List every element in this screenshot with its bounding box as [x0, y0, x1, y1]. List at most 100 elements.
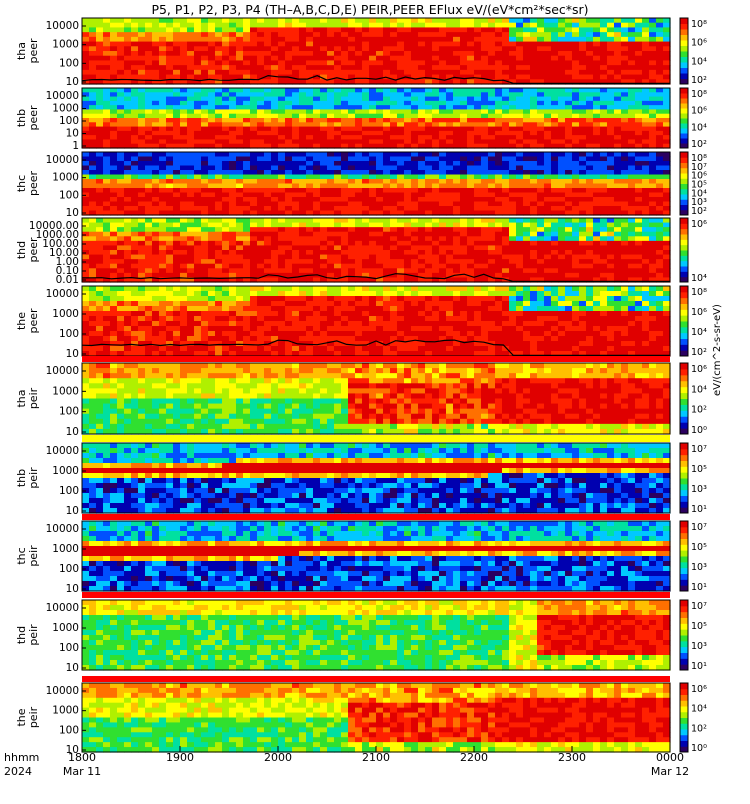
heatmap-cell [138, 157, 146, 162]
heatmap-cell [110, 301, 118, 307]
heatmap-cell [635, 245, 643, 250]
heatmap-cell [474, 70, 482, 75]
heatmap-cell [404, 135, 412, 140]
heatmap-cell [131, 27, 139, 32]
heatmap-cell [362, 27, 370, 32]
heatmap-cell [250, 202, 258, 207]
heatmap-cell [481, 268, 489, 273]
heatmap-cell [187, 175, 195, 180]
heatmap-cell [523, 139, 531, 144]
heatmap-cell [215, 70, 223, 75]
heatmap-cell [180, 127, 188, 132]
heatmap-cell [166, 131, 174, 136]
heatmap-cell [446, 188, 454, 193]
heatmap-cell [649, 255, 657, 260]
heatmap-cell [586, 23, 594, 28]
heatmap-cell [558, 273, 566, 278]
heatmap-cell [222, 60, 230, 65]
heatmap-cell [565, 70, 573, 75]
heatmap-cell [614, 75, 622, 80]
heatmap-cell [628, 166, 636, 171]
heatmap-cell [152, 227, 160, 232]
heatmap-cell [523, 105, 531, 110]
heatmap-cell [250, 161, 258, 166]
heatmap-cell [621, 197, 629, 202]
heatmap-cell [362, 51, 370, 56]
heatmap-cell [509, 250, 517, 255]
heatmap-cell [341, 206, 349, 211]
heatmap-cell [173, 193, 181, 198]
heatmap-cell [264, 65, 272, 70]
heatmap-cell [586, 127, 594, 132]
heatmap-cell [159, 32, 167, 37]
heatmap-cell [509, 56, 517, 61]
heatmap-cell [173, 202, 181, 207]
heatmap-cell [558, 114, 566, 119]
heatmap-cell [390, 184, 398, 189]
heatmap-cell [299, 65, 307, 70]
heatmap-cell [537, 51, 545, 56]
heatmap-cell [523, 122, 531, 127]
heatmap-cell [131, 255, 139, 260]
heatmap-cell [628, 75, 636, 80]
heatmap-cell [299, 114, 307, 119]
heatmap-cell [250, 118, 258, 123]
heatmap-cell [439, 157, 447, 162]
heatmap-cell [530, 227, 538, 232]
heatmap-cell [131, 37, 139, 42]
heatmap-cell [418, 255, 426, 260]
heatmap-cell [418, 70, 426, 75]
heatmap-cell [502, 236, 510, 241]
heatmap-cell [544, 70, 552, 75]
heatmap-cell [565, 56, 573, 61]
heatmap-cell [425, 139, 433, 144]
heatmap-cell [362, 88, 370, 93]
heatmap-cell [103, 118, 111, 123]
heatmap-cell [187, 51, 195, 56]
heatmap-cell [600, 250, 608, 255]
heatmap-cell [320, 118, 328, 123]
heatmap-cell [600, 32, 608, 37]
heatmap-cell [586, 223, 594, 228]
heatmap-cell [551, 42, 559, 47]
colorbar-tick-label: 10⁶ [691, 38, 707, 49]
heatmap-cell [166, 88, 174, 93]
heatmap-cell [250, 232, 258, 237]
heatmap-cell [656, 259, 664, 264]
heatmap-cell [187, 27, 195, 32]
heatmap-cell [271, 114, 279, 119]
heatmap-cell [145, 175, 153, 180]
heatmap-cell [642, 109, 650, 114]
heatmap-cell [264, 127, 272, 132]
heatmap-cell [194, 268, 202, 273]
heatmap-cell [404, 175, 412, 180]
heatmap-cell [327, 56, 335, 61]
heatmap-cell [194, 170, 202, 175]
heatmap-cell [551, 202, 559, 207]
heatmap-cell [530, 193, 538, 198]
heatmap-cell [124, 118, 132, 123]
heatmap-cell [376, 127, 384, 132]
heatmap-cell [593, 223, 601, 228]
heatmap-cell [579, 206, 587, 211]
heatmap-cell [425, 232, 433, 237]
colorbar-segment [680, 103, 688, 109]
heatmap-cell [509, 206, 517, 211]
heatmap-cell [355, 202, 363, 207]
heatmap-cell [621, 92, 629, 97]
heatmap-cell [607, 268, 615, 273]
heatmap-cell [607, 109, 615, 114]
heatmap-cell [495, 46, 503, 51]
heatmap-cell [166, 179, 174, 184]
heatmap-cell [250, 179, 258, 184]
heatmap-cell [418, 197, 426, 202]
heatmap-cell [117, 135, 125, 140]
heatmap-cell [208, 101, 216, 106]
heatmap-cell [579, 218, 587, 223]
heatmap-cell [565, 60, 573, 65]
heatmap-cell [530, 118, 538, 123]
heatmap-cell [509, 23, 517, 28]
heatmap-cell [495, 232, 503, 237]
heatmap-cell [166, 139, 174, 144]
heatmap-cell [306, 236, 314, 241]
